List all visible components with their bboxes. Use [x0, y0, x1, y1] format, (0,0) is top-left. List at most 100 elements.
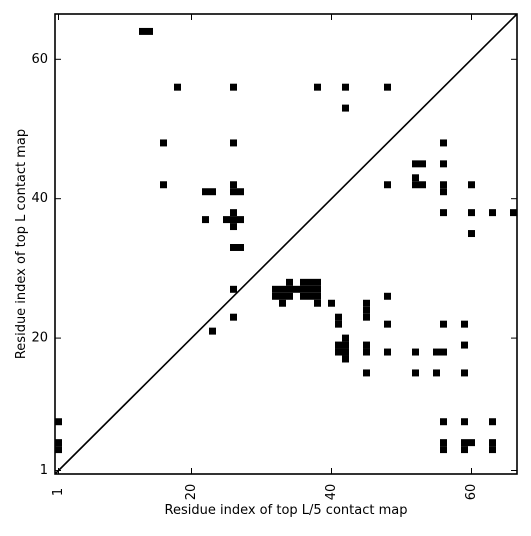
contact-cell — [314, 299, 321, 307]
contact-cell — [433, 369, 440, 377]
contact-cell — [314, 83, 321, 91]
x-tick-label: 40 — [324, 484, 339, 501]
contact-cell — [412, 181, 419, 189]
contact-cell — [510, 209, 517, 217]
contact-cell — [335, 341, 342, 349]
x-tick-label: 60 — [464, 484, 479, 501]
contact-cells — [55, 27, 517, 454]
x-tick-label: 20 — [184, 484, 199, 501]
contact-cell — [300, 292, 307, 300]
contact-cell — [230, 83, 237, 91]
contact-cell — [335, 313, 342, 321]
contact-cell — [55, 418, 62, 426]
contact-cell — [440, 418, 447, 426]
contact-cell — [440, 160, 447, 168]
contact-cell — [363, 341, 370, 349]
y-tick-label: 20 — [31, 331, 48, 346]
contact-cell — [412, 160, 419, 168]
ticks-layer: 1 20 40 60 1 20 40 60 — [31, 14, 517, 500]
contact-cell — [468, 230, 475, 238]
y-tick-label: 60 — [31, 52, 48, 67]
contact-cell — [279, 292, 286, 300]
contact-cell — [307, 285, 314, 293]
contact-cell — [286, 285, 293, 293]
contact-cell — [230, 313, 237, 321]
contact-cell — [342, 83, 349, 91]
y-tick-label: 1 — [40, 463, 48, 478]
x-tick-label: 1 — [51, 488, 66, 496]
contact-cell — [342, 341, 349, 349]
contact-cell — [286, 278, 293, 286]
contact-cell — [237, 188, 244, 196]
contact-cell — [440, 439, 447, 447]
contact-cell — [461, 369, 468, 377]
contact-cell — [342, 348, 349, 356]
contact-cell — [230, 181, 237, 189]
contact-cell — [335, 320, 342, 328]
contact-cell — [307, 292, 314, 300]
contact-cell — [419, 160, 426, 168]
plot-frame — [54, 13, 518, 475]
contact-cell — [363, 369, 370, 377]
contact-cell — [489, 418, 496, 426]
contact-cell — [202, 216, 209, 224]
contact-cell — [230, 139, 237, 147]
contact-cell — [384, 348, 391, 356]
contact-cell — [174, 83, 181, 91]
contact-cell — [230, 209, 237, 217]
contact-cell — [363, 348, 370, 356]
contact-cell — [237, 216, 244, 224]
contact-cell — [209, 327, 216, 335]
y-tick-label: 40 — [31, 191, 48, 206]
y-axis-label: Residue index of top L contact map — [14, 129, 29, 359]
contact-cell — [279, 299, 286, 307]
contact-cell — [363, 306, 370, 314]
contact-cell — [293, 285, 300, 293]
contact-cell — [468, 181, 475, 189]
contact-cell — [489, 209, 496, 217]
contact-cell — [461, 418, 468, 426]
contact-cell — [342, 355, 349, 363]
contact-cell — [230, 216, 237, 224]
contact-cell — [384, 320, 391, 328]
contact-cell — [440, 188, 447, 196]
diagonal-line — [54, 13, 518, 475]
x-axis-label: Residue index of top L/5 contact map — [165, 503, 408, 518]
contact-cell — [328, 299, 335, 307]
contact-cell — [286, 292, 293, 300]
contact-cell — [384, 181, 391, 189]
contact-cell — [230, 223, 237, 231]
contact-cell — [342, 334, 349, 342]
contact-cell — [489, 439, 496, 447]
contact-cell — [433, 348, 440, 356]
contact-cell — [139, 27, 146, 35]
contact-cell — [237, 244, 244, 251]
contact-cell — [307, 278, 314, 286]
contact-cell — [440, 348, 447, 356]
contact-cell — [230, 244, 237, 251]
contact-cell — [209, 188, 216, 196]
contact-cell — [55, 446, 62, 454]
contact-cell — [335, 348, 342, 356]
contact-cell — [300, 278, 307, 286]
contact-cell — [230, 188, 237, 196]
contact-cell — [300, 285, 307, 293]
contact-cell — [440, 320, 447, 328]
contact-cell — [55, 439, 62, 447]
contact-cell — [160, 181, 167, 189]
contact-cell — [440, 181, 447, 189]
contact-cell — [223, 216, 230, 224]
contact-cell — [160, 139, 167, 147]
contact-cell — [202, 188, 209, 196]
contact-cell — [314, 285, 321, 293]
contact-cell — [314, 278, 321, 286]
contact-cell — [412, 174, 419, 182]
contact-cell — [279, 285, 286, 293]
contact-cell — [468, 209, 475, 217]
contact-cell — [461, 446, 468, 454]
plot-frame-layer — [54, 13, 518, 475]
contact-cell — [412, 369, 419, 377]
contact-cell — [272, 292, 279, 300]
contact-cell — [230, 285, 237, 293]
